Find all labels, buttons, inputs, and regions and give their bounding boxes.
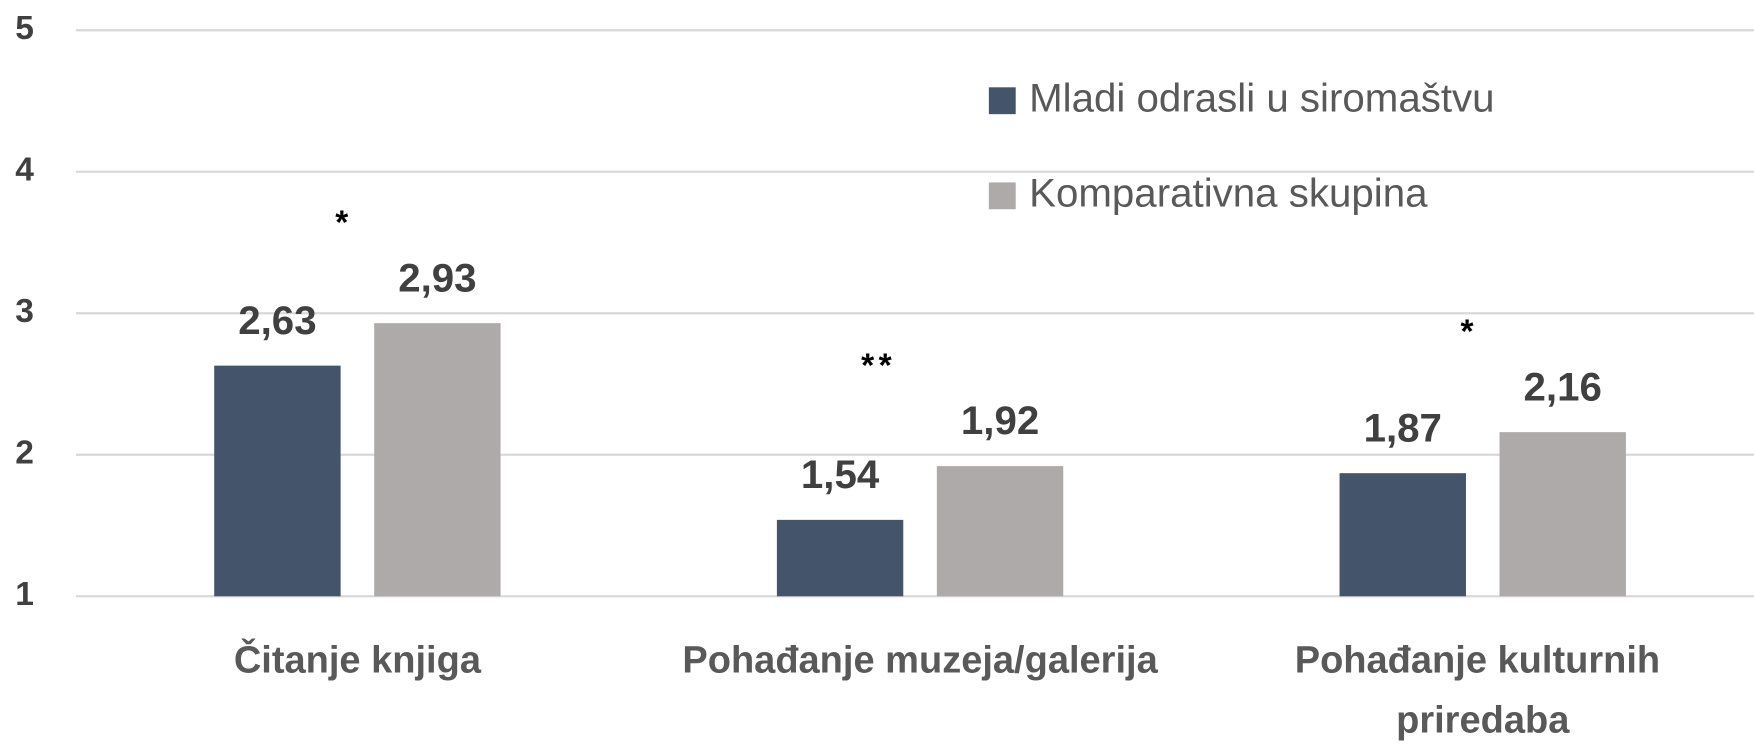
bar bbox=[214, 365, 341, 597]
y-tick-label: 3 bbox=[15, 293, 34, 330]
value-label: 2,16 bbox=[1524, 364, 1602, 409]
value-label: 1,87 bbox=[1364, 405, 1442, 450]
legend-label: Mladi odrasli u siromaštvu bbox=[1029, 75, 1494, 120]
value-label: 2,93 bbox=[398, 255, 476, 300]
y-tick-label: 2 bbox=[15, 435, 34, 472]
y-tick-label: 1 bbox=[15, 576, 34, 613]
value-label: 1,54 bbox=[801, 452, 880, 497]
bar bbox=[936, 466, 1064, 597]
annotation: * bbox=[335, 205, 353, 242]
y-tick-label: 4 bbox=[15, 152, 34, 189]
annotation: * bbox=[1461, 314, 1479, 351]
bar bbox=[1339, 473, 1466, 597]
bar bbox=[374, 323, 501, 597]
legend-label: Komparativna skupina bbox=[1029, 170, 1428, 215]
x-tick-label: Pohađanje kulturnih priredaba bbox=[1295, 639, 1671, 741]
bar bbox=[1499, 432, 1626, 597]
x-tick-label: Čitanje knjiga bbox=[234, 636, 482, 681]
legend-swatch bbox=[988, 182, 1016, 210]
value-label: 2,63 bbox=[238, 298, 316, 343]
value-label: 1,92 bbox=[961, 398, 1039, 443]
x-tick-label: Pohađanje muzeja/galerija bbox=[682, 639, 1158, 681]
bar bbox=[776, 519, 904, 597]
y-tick-label: 5 bbox=[15, 10, 34, 47]
legend-swatch bbox=[988, 87, 1016, 115]
annotation: ** bbox=[861, 348, 896, 385]
